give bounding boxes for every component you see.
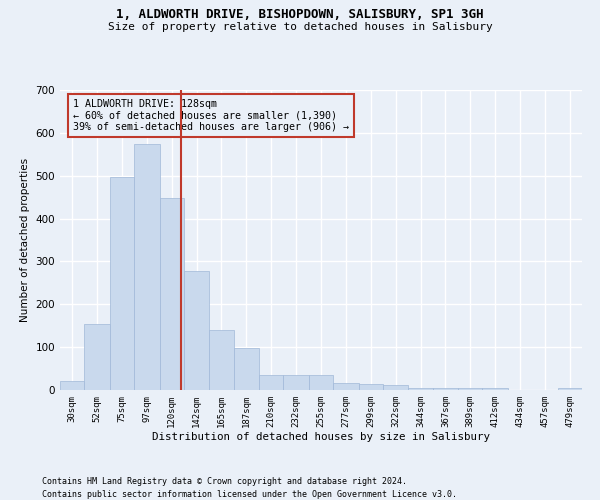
Text: Size of property relative to detached houses in Salisbury: Size of property relative to detached ho…: [107, 22, 493, 32]
Text: Contains public sector information licensed under the Open Government Licence v3: Contains public sector information licen…: [42, 490, 457, 499]
Bar: [433, 388, 458, 390]
Bar: [209, 330, 233, 390]
Bar: [283, 374, 309, 390]
Text: Distribution of detached houses by size in Salisbury: Distribution of detached houses by size …: [152, 432, 490, 442]
Bar: [233, 348, 259, 390]
Bar: [333, 382, 359, 390]
Text: Contains HM Land Registry data © Crown copyright and database right 2024.: Contains HM Land Registry data © Crown c…: [42, 478, 407, 486]
Bar: [160, 198, 184, 390]
Bar: [359, 384, 383, 390]
Bar: [259, 374, 283, 390]
Bar: [458, 388, 482, 390]
Bar: [409, 388, 433, 390]
Bar: [110, 176, 134, 390]
Bar: [383, 386, 409, 390]
Bar: [482, 388, 508, 390]
Bar: [60, 380, 85, 390]
Bar: [309, 374, 333, 390]
Bar: [85, 324, 110, 390]
Y-axis label: Number of detached properties: Number of detached properties: [20, 158, 30, 322]
Bar: [184, 272, 209, 390]
Text: 1 ALDWORTH DRIVE: 128sqm
← 60% of detached houses are smaller (1,390)
39% of sem: 1 ALDWORTH DRIVE: 128sqm ← 60% of detach…: [73, 99, 349, 132]
Bar: [134, 144, 160, 390]
Text: 1, ALDWORTH DRIVE, BISHOPDOWN, SALISBURY, SP1 3GH: 1, ALDWORTH DRIVE, BISHOPDOWN, SALISBURY…: [116, 8, 484, 20]
Bar: [557, 388, 582, 390]
